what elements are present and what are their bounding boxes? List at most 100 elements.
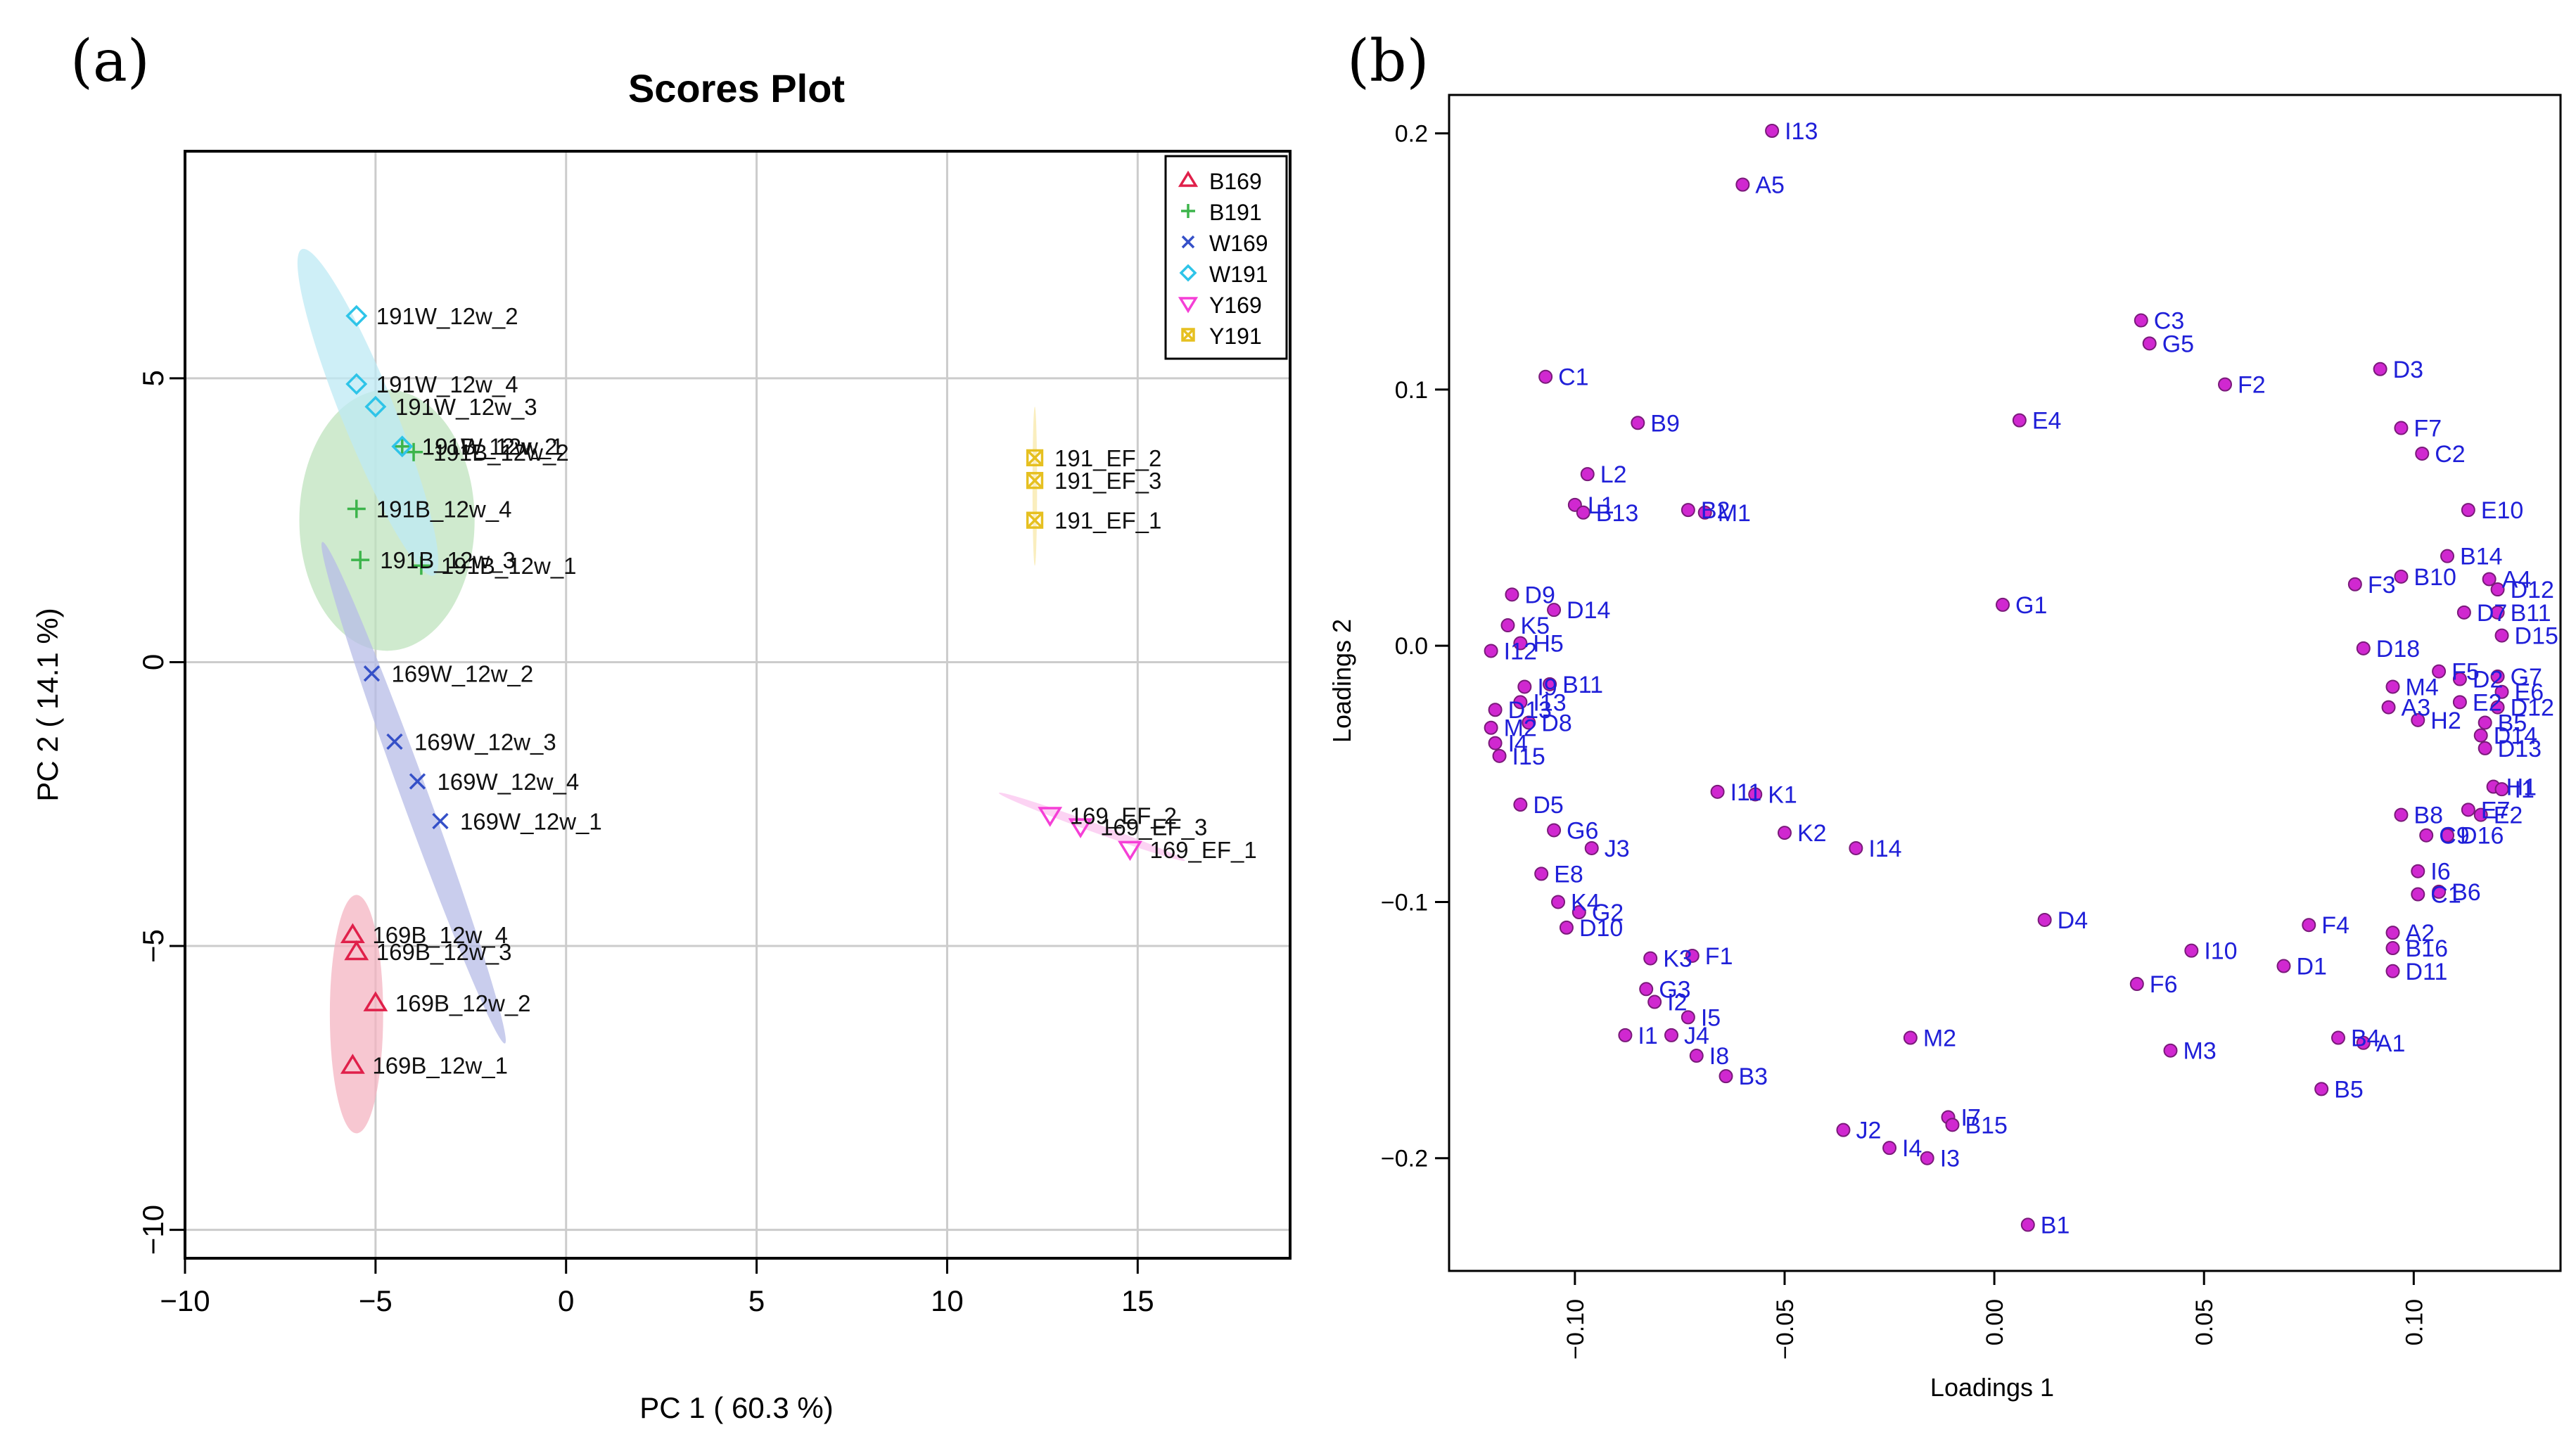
legend-entry-label: Y191: [1209, 324, 1262, 349]
marker-boxed-x: [1026, 511, 1044, 529]
loading-point-label: G5: [2162, 331, 2194, 357]
loading-point-label: I13: [1785, 118, 1818, 145]
loading-point: [2494, 684, 2509, 699]
loading-point-label: G1: [2015, 592, 2047, 619]
diamond-shape: [1179, 264, 1197, 282]
marker-x: [1181, 235, 1195, 249]
scores-points: [340, 305, 1142, 1074]
loading-point: [1697, 505, 1712, 520]
x-b: [1181, 235, 1195, 249]
loading-point: [2490, 700, 2505, 715]
loading-point-label: B5: [2498, 710, 2527, 736]
loading-point: [2461, 503, 2475, 518]
x-tick-label: 0: [558, 1284, 574, 1317]
loading-point: [2478, 741, 2492, 755]
loading-point-label: D13: [2498, 736, 2542, 762]
loading-point: [2473, 728, 2488, 743]
loading-point-label: M2: [1504, 715, 1537, 742]
loading-point: [2456, 605, 2471, 620]
y-tick-label: −0.1: [1381, 889, 1428, 916]
loading-point: [1484, 644, 1498, 658]
loading-point-label: E8: [1554, 861, 1583, 888]
loading-point-label: I10: [2204, 938, 2237, 965]
loading-point: [1685, 948, 1700, 963]
loading-point-label: A1: [2376, 1030, 2406, 1057]
loading-point-label: D14: [1567, 597, 1610, 624]
x-tick-label: 10: [931, 1284, 964, 1317]
loading-point-label: I2: [1667, 990, 1687, 1016]
marker-plus: [351, 551, 370, 570]
loading-point: [2482, 572, 2497, 587]
loading-point-label: D9: [1524, 582, 1555, 608]
loading-point: [1513, 695, 1528, 710]
loading-point-label: F1: [1705, 943, 1733, 970]
score-point-label: 191B_12w_4: [376, 497, 512, 523]
loading-point: [1849, 840, 1863, 855]
loading-point: [1488, 703, 1503, 717]
triangle-down-shape: [1038, 807, 1063, 827]
legend-entry-label: B169: [1209, 169, 1262, 194]
x-tick-label: 0.10: [2401, 1299, 2428, 1345]
loading-point-label: G7: [2511, 664, 2542, 691]
loading-point-label: D15: [2515, 623, 2558, 650]
scores-y-axis-label: PC 2 ( 14.1 %): [31, 608, 64, 801]
loadings-axis-ticks: −0.10 −0.05 0.00 0.05 0.10 −0.2 −0.1 0.0 0.1 0.2: [1381, 121, 2428, 1360]
loading-point-label: K1: [1768, 781, 1797, 808]
triangle-down-shape: [1068, 818, 1093, 838]
loadings-y-axis-label: Loadings 2: [1327, 619, 1356, 743]
score-point-label: 169W_12w_1: [460, 808, 602, 834]
score-point-label: 191_EF_1: [1054, 508, 1161, 534]
loading-point: [2385, 941, 2400, 956]
marker-diamond: [391, 435, 414, 458]
score-point-label: 169B_12w_3: [376, 939, 512, 965]
loading-point-label: D2: [2473, 667, 2503, 693]
loading-point-label: I14: [1868, 836, 1901, 862]
loading-point: [1584, 840, 1599, 855]
loading-point-label: D14: [2494, 723, 2537, 750]
loading-point-label: B8: [2414, 802, 2443, 829]
confidence-ellipse: [1032, 407, 1038, 566]
loading-point: [2440, 549, 2455, 563]
triangle-shape: [344, 940, 369, 961]
score-point-label: 169W_12w_4: [437, 769, 579, 795]
loading-point-label: F7: [2414, 416, 2442, 442]
loading-point-label: B3: [1739, 1063, 1768, 1090]
marker-plus: [404, 442, 423, 461]
panel-a-letter: (a): [70, 28, 150, 95]
loading-point: [2381, 700, 2396, 715]
loading-point-label: F4: [2321, 912, 2349, 939]
triangle-shape: [363, 991, 388, 1011]
marker-plus: [412, 556, 431, 575]
triangle-down-shape: [1178, 297, 1199, 314]
loading-point-label: D11: [2406, 959, 2448, 985]
marker-diamond: [1179, 264, 1197, 282]
loading-point: [2394, 421, 2409, 435]
triangle-down-shape: [1118, 840, 1142, 862]
loading-point: [2356, 641, 2371, 655]
loading-point-label: F6: [2150, 971, 2178, 998]
y-tick-label: −0.2: [1381, 1146, 1428, 1172]
loading-point: [2373, 362, 2387, 376]
triangle-shape: [340, 923, 365, 944]
loading-point: [2134, 313, 2148, 328]
confidence-ellipse: [297, 248, 439, 576]
loading-point: [2490, 669, 2505, 684]
loading-point: [2452, 672, 2467, 686]
loading-point: [1631, 416, 1645, 430]
marker-triangle-down: [1118, 840, 1142, 862]
box-x-b: [1026, 449, 1043, 466]
marker-boxed-x: [1026, 472, 1044, 490]
loading-point: [2385, 926, 2400, 940]
loading-point-label: I9: [1537, 674, 1557, 701]
loading-point-label: F2: [2238, 372, 2266, 399]
loading-point-label: A5: [1755, 172, 1785, 198]
loading-point-label: B6: [2451, 879, 2481, 906]
loading-point: [2142, 336, 2157, 351]
marker-diamond: [345, 373, 368, 395]
loading-point: [1580, 467, 1595, 482]
score-point-label: 169B_12w_4: [372, 922, 508, 948]
loading-point-label: M3: [2183, 1038, 2217, 1065]
loading-point-label: I4: [1508, 731, 1528, 757]
loading-point-label: I1: [2515, 776, 2534, 803]
marker-boxed-x: [1026, 449, 1044, 467]
